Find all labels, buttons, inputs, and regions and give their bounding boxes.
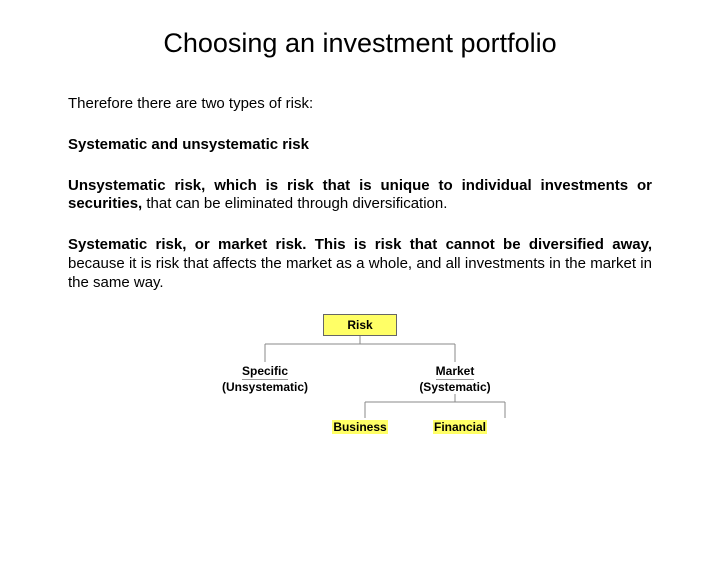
- systematic-para: Systematic risk, or market risk. This is…: [68, 236, 652, 292]
- node-specific-line1: Specific: [242, 364, 288, 379]
- node-financial: Financial: [415, 420, 505, 434]
- page-title: Choosing an investment portfolio: [0, 28, 720, 59]
- node-market: Market (Systematic): [395, 364, 515, 394]
- node-market-line1: Market: [436, 364, 475, 379]
- node-financial-label: Financial: [433, 420, 487, 434]
- intro-text: Therefore there are two types of risk:: [68, 95, 652, 114]
- unsystematic-rest: that can be eliminated through diversifi…: [146, 195, 447, 212]
- node-specific-line2: (Unsystematic): [222, 380, 308, 394]
- systematic-rest: because it is risk that affects the mark…: [68, 255, 652, 291]
- systematic-bold: Systematic risk, or market risk. This is…: [68, 236, 652, 253]
- body-content: Therefore there are two types of risk: S…: [0, 95, 720, 292]
- node-business: Business: [315, 420, 405, 434]
- subheading: Systematic and unsystematic risk: [68, 136, 652, 155]
- node-risk: Risk: [323, 314, 397, 336]
- node-business-label: Business: [332, 420, 387, 434]
- node-spacer: [215, 420, 305, 434]
- node-market-line2: (Systematic): [419, 380, 490, 394]
- level2-row: Specific (Unsystematic) Market (Systemat…: [170, 364, 550, 394]
- risk-diagram: Risk Specific (Unsystematic) Market (Sys…: [170, 314, 550, 434]
- level3-row: Business Financial: [170, 420, 550, 434]
- node-specific: Specific (Unsystematic): [205, 364, 325, 394]
- unsystematic-para: Unsystematic risk, which is risk that is…: [68, 177, 652, 215]
